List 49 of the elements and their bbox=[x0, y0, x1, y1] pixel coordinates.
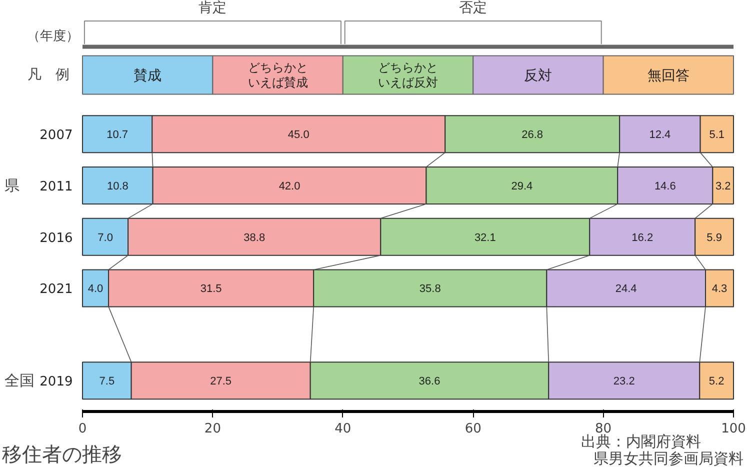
text: 27.5 bbox=[210, 376, 232, 388]
text: 5.1 bbox=[709, 129, 725, 142]
text: 38.8 bbox=[244, 232, 266, 244]
text: 無回答 bbox=[647, 66, 690, 83]
text: 県 bbox=[4, 176, 20, 194]
text: 26.8 bbox=[522, 129, 544, 142]
y-tick-label: 2021 bbox=[40, 282, 73, 298]
text: 10.7 bbox=[106, 129, 128, 142]
legend-title: 凡 例 bbox=[27, 66, 70, 83]
text: 24.4 bbox=[615, 283, 637, 296]
x-tick-label: 40 bbox=[334, 422, 352, 436]
text: 3.2 bbox=[715, 180, 731, 192]
x-tick-label: 60 bbox=[464, 422, 482, 436]
y-tick-label: 2016 bbox=[40, 230, 73, 246]
text: 移住者の推移 bbox=[2, 442, 122, 466]
text: 5.9 bbox=[706, 232, 722, 244]
text: 7.0 bbox=[98, 232, 113, 244]
text: どちらかといえば賛成 bbox=[248, 60, 308, 90]
text: 肯定 bbox=[198, 0, 227, 16]
text: 32.1 bbox=[474, 232, 496, 244]
text: 賛成 bbox=[134, 66, 162, 83]
text: 7.5 bbox=[99, 376, 115, 388]
source-note: 出典：内閣府資料 bbox=[580, 432, 701, 450]
text: （年度） bbox=[27, 28, 80, 44]
text: 5.2 bbox=[708, 376, 724, 388]
text: 県男女共同参画局資料 bbox=[593, 449, 744, 467]
text: 35.8 bbox=[419, 283, 441, 296]
text: 23.2 bbox=[613, 376, 635, 388]
text: 29.4 bbox=[511, 180, 533, 192]
text: 4.0 bbox=[88, 283, 104, 296]
text: 16.2 bbox=[632, 232, 654, 244]
x-tick-label: 100 bbox=[721, 422, 746, 436]
y-tick-label: 2007 bbox=[40, 128, 73, 144]
text: 否定 bbox=[459, 0, 488, 16]
text: 10.8 bbox=[106, 180, 128, 192]
text: どちらかといえば反対 bbox=[378, 60, 438, 90]
y-tick-label: 2019 bbox=[40, 374, 73, 390]
text: 42.0 bbox=[278, 180, 300, 192]
text: 36.6 bbox=[418, 376, 440, 388]
text: 4.3 bbox=[712, 283, 728, 296]
x-tick-label: 20 bbox=[204, 422, 221, 436]
text: 14.6 bbox=[654, 180, 676, 192]
text: 31.5 bbox=[200, 283, 222, 296]
text: 全国 bbox=[4, 372, 34, 390]
text: 12.4 bbox=[649, 129, 671, 142]
y-tick-label: 2011 bbox=[40, 179, 73, 194]
x-tick-label: 0 bbox=[78, 422, 87, 436]
text: 45.0 bbox=[288, 129, 310, 142]
text: 反対 bbox=[524, 66, 552, 83]
